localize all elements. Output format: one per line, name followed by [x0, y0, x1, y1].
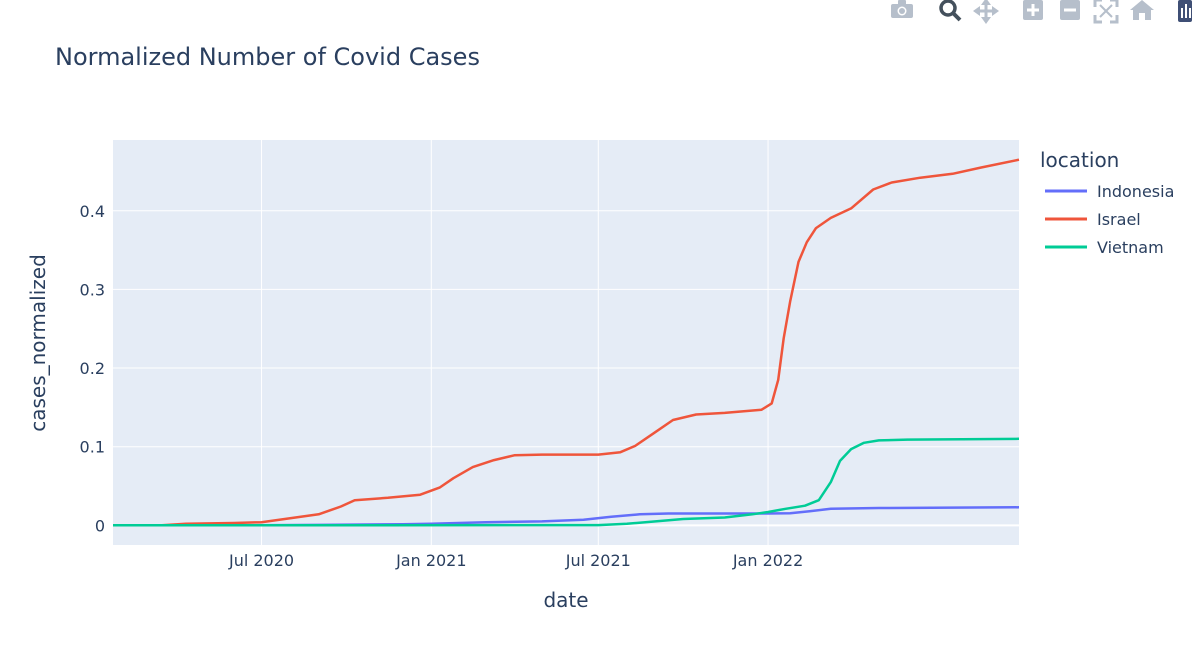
legend-item-vietnam[interactable]: Vietnam [1045, 238, 1164, 257]
zoom-icon[interactable] [939, 0, 962, 22]
y-tick-label: 0.1 [80, 438, 105, 457]
legend-label: Vietnam [1097, 238, 1164, 257]
series-line-israel[interactable] [113, 158, 1020, 527]
y-tick-label: 0.4 [80, 202, 105, 221]
plot-area[interactable] [113, 140, 1019, 545]
camera-icon[interactable] [891, 0, 913, 18]
series-lines [112, 158, 1020, 527]
x-axis-title: date [543, 588, 588, 612]
x-tick-labels: Jul 2020 Jan 2021 Jul 2021 Jan 2022 [228, 551, 803, 570]
x-gridlines [261, 140, 769, 545]
legend: location Indonesia Israel Vietnam [1040, 148, 1174, 257]
y-tick-label: 0.2 [80, 359, 105, 378]
legend-item-israel[interactable]: Israel [1045, 210, 1141, 229]
autoscale-icon[interactable] [1093, 0, 1119, 24]
legend-item-indonesia[interactable]: Indonesia [1045, 182, 1174, 201]
zoom-in-icon[interactable] [1023, 0, 1043, 20]
zoom-out-icon[interactable] [1060, 0, 1080, 20]
legend-label: Israel [1097, 210, 1141, 229]
y-axis-title: cases_normalized [26, 254, 50, 432]
chart-title: Normalized Number of Covid Cases [55, 43, 480, 71]
y-tick-labels: 0 0.1 0.2 0.3 0.4 [80, 202, 105, 536]
x-tick-label: Jan 2022 [732, 551, 803, 570]
x-tick-label: Jan 2021 [395, 551, 466, 570]
legend-title: location [1040, 148, 1119, 172]
plotly-logo-icon[interactable] [1178, 0, 1192, 22]
legend-label: Indonesia [1097, 182, 1174, 201]
y-tick-label: 0 [95, 516, 105, 535]
x-tick-label: Jul 2020 [228, 551, 294, 570]
pan-icon[interactable] [973, 0, 999, 24]
modebar [891, 0, 1192, 24]
series-line-vietnam[interactable] [112, 437, 1020, 527]
y-tick-label: 0.3 [80, 280, 105, 299]
x-tick-label: Jul 2021 [565, 551, 631, 570]
home-icon[interactable] [1130, 0, 1154, 20]
